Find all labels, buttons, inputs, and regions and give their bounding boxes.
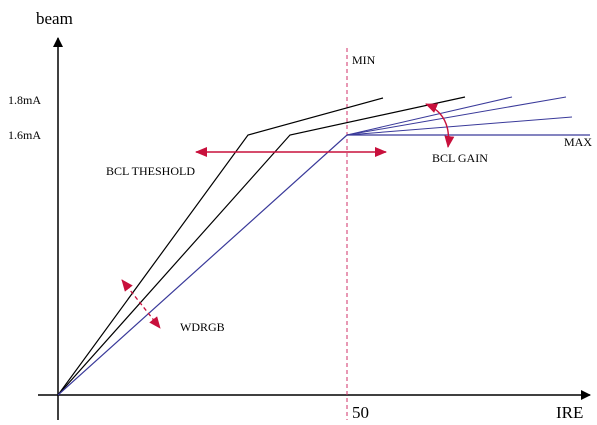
y-axis-label: beam (36, 9, 73, 28)
min-label: MIN (352, 53, 376, 67)
wdrgb-label: WDRGB (180, 320, 225, 334)
black-curve-lower (57, 96, 466, 396)
blue-gain-line-3 (346, 116, 573, 136)
blue-gain-line-2 (346, 96, 567, 136)
blue-gain-line-1 (346, 96, 513, 136)
x-axis-label: IRE (556, 403, 583, 422)
x-tick-50-label: 50 (352, 403, 369, 422)
level-high-label: 1.8mA (8, 93, 41, 107)
max-label: MAX (564, 135, 592, 149)
black-curve-upper (57, 97, 384, 396)
level-low-label: 1.6mA (8, 128, 41, 142)
bcl-gain-label: BCL GAIN (432, 151, 488, 165)
gain-arrow-icon (425, 103, 455, 148)
bcl-threshold-label: BCL THESHOLD (106, 164, 195, 178)
wdrgb-arrow-icon (121, 279, 161, 329)
